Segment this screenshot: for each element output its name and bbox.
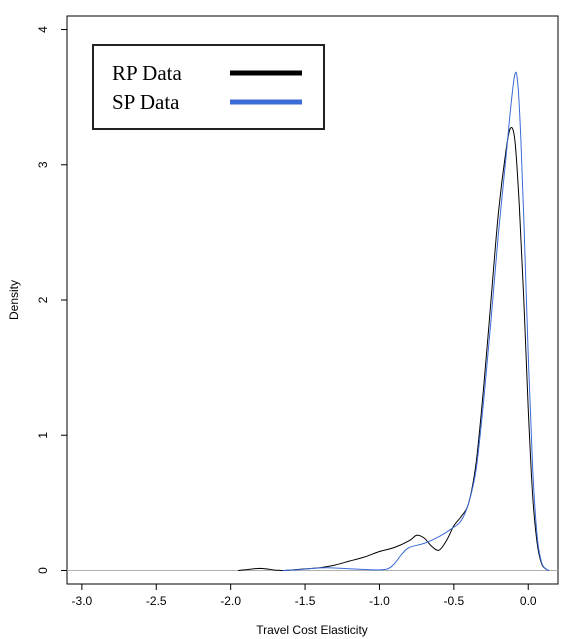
x-tick-label: -3.0 [72, 594, 93, 608]
legend-label-rp: RP Data [112, 61, 182, 85]
x-tick-label: -2.0 [220, 594, 241, 608]
x-tick-label: 0.0 [520, 594, 537, 608]
y-tick-label: 3 [36, 161, 50, 168]
x-tick-label: -0.5 [444, 594, 465, 608]
y-tick-label: 4 [36, 26, 50, 33]
legend-box [92, 44, 325, 130]
x-tick-label: -2.5 [146, 594, 167, 608]
legend-label-sp: SP Data [112, 90, 180, 114]
x-axis: -3.0 -2.5 -2.0 -1.5 -1.0 -0.5 0.0 [72, 584, 537, 608]
density-line-sp-data [282, 71, 550, 571]
y-tick-label: 1 [36, 432, 50, 439]
legend: RP Data SP Data [92, 44, 325, 130]
y-tick-label: 0 [36, 567, 50, 574]
y-axis-label: Density [7, 280, 21, 320]
y-tick-label: 2 [36, 296, 50, 303]
density-curves [238, 71, 550, 572]
x-axis-label: Travel Cost Elasticity [256, 623, 368, 637]
y-axis: 0 1 2 3 4 [36, 26, 67, 574]
x-tick-label: -1.0 [369, 594, 390, 608]
x-tick-label: -1.5 [295, 594, 316, 608]
